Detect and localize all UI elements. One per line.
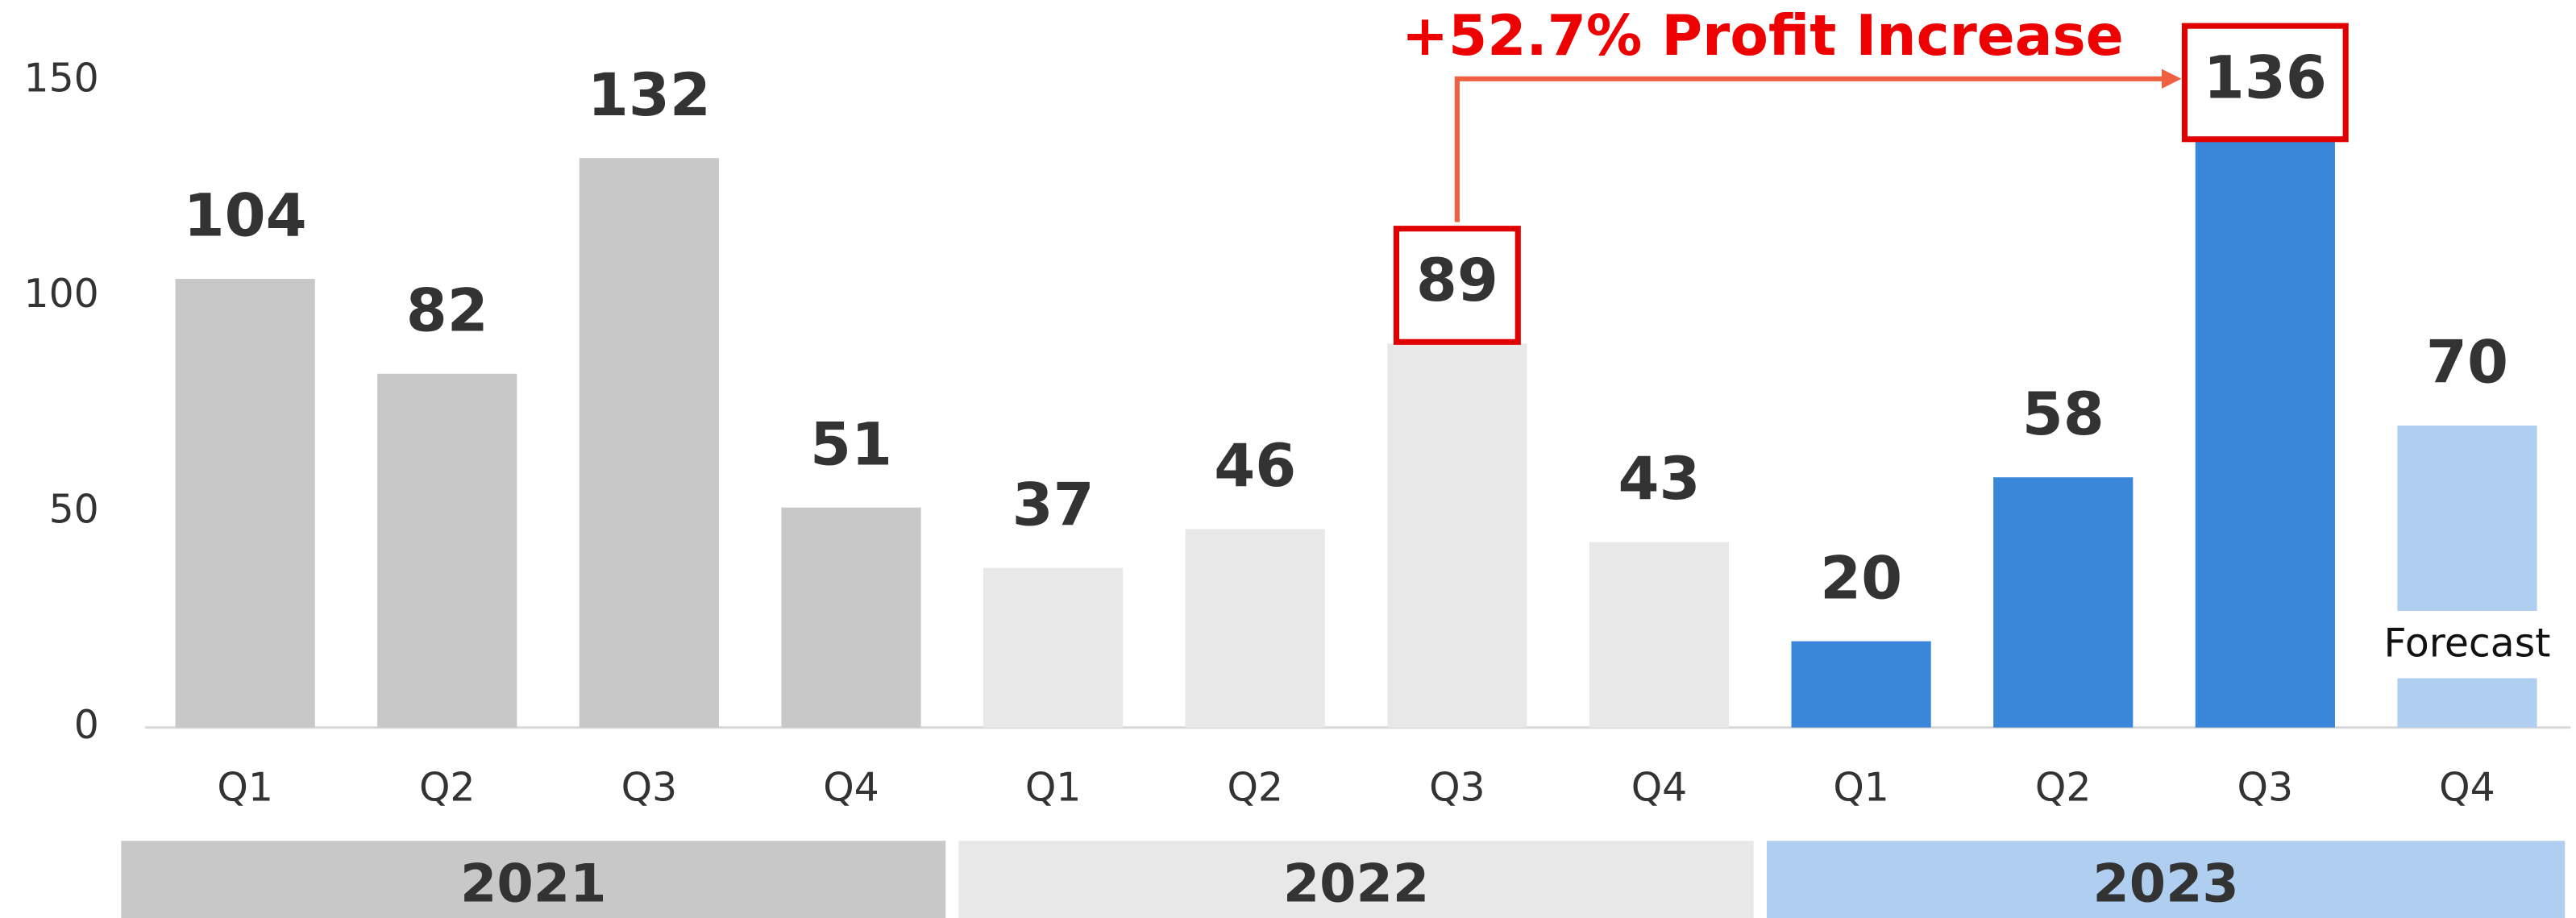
x-tick-label: Q2 (1227, 765, 1283, 811)
value-label: 82 (406, 276, 488, 345)
forecast-label: Forecast (2384, 620, 2551, 666)
x-tick-label: Q4 (2439, 765, 2495, 811)
year-band (1766, 841, 2566, 918)
x-tick-label: Q2 (419, 765, 476, 811)
value-label: 89 (1416, 247, 1498, 315)
x-tick-label: Q4 (1631, 765, 1688, 811)
value-label: 20 (1820, 544, 1902, 613)
x-tick-label: Q1 (217, 765, 273, 811)
value-label: 136 (2204, 44, 2327, 112)
x-tick-label: Q4 (823, 765, 879, 811)
bar (1185, 529, 1325, 728)
value-label: 51 (810, 410, 892, 479)
comparison-label: +52.7% Profit Increase (1402, 4, 2124, 69)
x-tick-label: Q3 (1429, 765, 1485, 811)
y-tick-label: 0 (74, 702, 99, 748)
value-label: 46 (1214, 432, 1296, 501)
value-label: 70 (2426, 329, 2508, 397)
x-tick-label: Q1 (1833, 765, 1889, 811)
x-tick-label: Q1 (1025, 765, 1082, 811)
arrow-head (2161, 69, 2182, 89)
value-label: 132 (588, 61, 711, 130)
year-band (958, 841, 1754, 918)
x-tick-label: Q3 (2237, 765, 2294, 811)
bar (2195, 140, 2335, 728)
bar (1589, 542, 1730, 728)
y-tick-label: 100 (23, 271, 98, 317)
bar (1791, 641, 1931, 728)
comparison-arrow (1454, 76, 2166, 222)
value-label: 104 (184, 182, 307, 251)
forecast-gap (2395, 610, 2539, 679)
value-label: 37 (1012, 471, 1095, 539)
bar (377, 373, 517, 728)
bar (1993, 477, 2134, 728)
x-tick-label: Q2 (2035, 765, 2092, 811)
bar (579, 158, 719, 728)
bar (781, 507, 921, 728)
highlight-box (2181, 23, 2349, 143)
year-band (121, 841, 946, 918)
highlight-box (1393, 226, 1521, 345)
year-label: 2022 (1283, 853, 1429, 914)
value-label: 58 (2022, 380, 2104, 449)
value-label: 43 (1618, 445, 1700, 513)
year-label: 2021 (460, 853, 606, 914)
bar (983, 567, 1124, 728)
y-tick-label: 50 (49, 487, 99, 533)
x-tick-label: Q3 (621, 765, 678, 811)
year-label: 2023 (2092, 853, 2238, 914)
y-tick-label: 150 (23, 55, 98, 101)
bar (2397, 426, 2537, 728)
bar (1387, 343, 1527, 728)
bar (175, 279, 315, 728)
